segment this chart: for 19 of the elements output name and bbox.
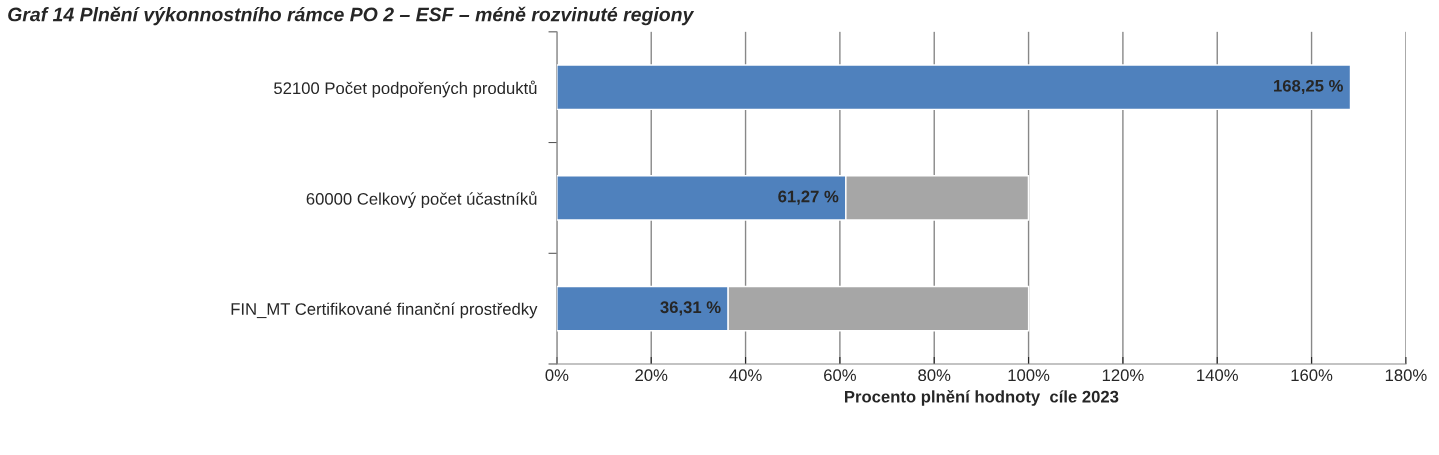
y-tick-label: FIN_MT Certifikované finanční prostředky	[231, 302, 538, 319]
y-tick-label: 52100 Počet podpořených produktů	[274, 80, 537, 98]
bar	[556, 64, 1352, 111]
x-tick-label: 40%	[729, 369, 762, 382]
x-tick-label: 140%	[1197, 369, 1238, 382]
x-tick-label: 180%	[1385, 369, 1427, 382]
x-tick-label: 120%	[1102, 369, 1144, 382]
x-axis-title: Procento plnění hodnoty cíle 2023	[845, 389, 1119, 406]
data-label: 36,31 %	[660, 301, 721, 316]
x-tick-label: 20%	[635, 369, 668, 382]
data-label: 61,27 %	[778, 190, 839, 205]
x-tick-label: 100%	[1008, 369, 1050, 382]
x-tick-label: 60%	[824, 369, 856, 382]
x-tick-label: 80%	[918, 369, 951, 382]
x-tick-label: 160%	[1291, 369, 1333, 382]
text: Graf 14 Plnění výkonnostního rámce PO 2 – ESF – méně rozvinuté regiony	[8, 6, 695, 26]
x-tick-label: 0%	[545, 369, 569, 382]
data-label: 168,25 %	[1274, 79, 1343, 95]
y-tick-label: 60000 Celkový počet účastníků	[306, 191, 537, 209]
